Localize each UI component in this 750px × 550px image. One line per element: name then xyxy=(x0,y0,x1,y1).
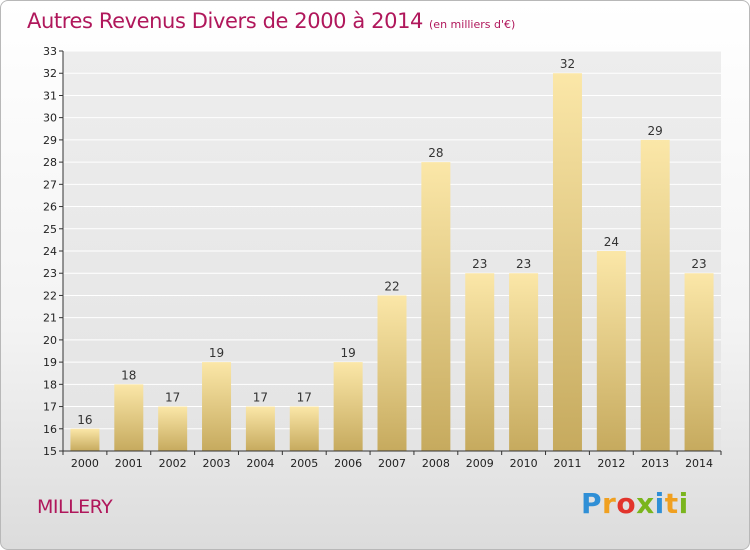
y-tick-label: 16 xyxy=(43,423,57,436)
x-axis-ticks: 2000 2001 2002 2003 2004 2005 2006 2007 2008 2009… xyxy=(62,451,722,470)
x-tick-label: 2004 xyxy=(246,457,274,470)
x-tick-label: 2009 xyxy=(466,457,494,470)
bar xyxy=(640,139,670,451)
logo-letter: r xyxy=(602,487,617,520)
value-label: 24 xyxy=(604,235,619,249)
value-label: 28 xyxy=(428,146,443,160)
y-tick-label: 28 xyxy=(43,156,57,169)
bar xyxy=(333,362,363,451)
y-tick-label: 18 xyxy=(43,378,57,391)
bar xyxy=(421,162,451,451)
x-tick-label: 2000 xyxy=(71,457,99,470)
x-tick-label: 2007 xyxy=(378,457,406,470)
bar xyxy=(509,273,539,451)
y-tick-label: 17 xyxy=(43,401,57,414)
value-label: 22 xyxy=(384,279,399,293)
logo-letter: o xyxy=(616,487,637,520)
bar xyxy=(684,273,714,451)
y-tick-label: 27 xyxy=(43,178,57,191)
x-tick-label: 2005 xyxy=(290,457,318,470)
bars xyxy=(70,73,714,451)
y-axis-ticks: 15 16 17 18 19 20 21 22 23 24 25 26 27 28 29 30 31 32 33 xyxy=(43,45,63,458)
bar xyxy=(114,384,144,451)
bar xyxy=(596,251,626,451)
value-label: 19 xyxy=(340,346,355,360)
x-tick-label: 2006 xyxy=(334,457,362,470)
y-tick-label: 31 xyxy=(43,89,57,102)
x-tick-label: 2003 xyxy=(203,457,231,470)
chart-subtitle: (en milliers d'€) xyxy=(429,18,516,31)
value-label: 17 xyxy=(297,391,312,405)
bar xyxy=(377,295,407,451)
logo-letter: t xyxy=(664,487,679,520)
logo-letter: P xyxy=(581,487,603,520)
bar xyxy=(245,406,275,451)
x-tick-label: 2011 xyxy=(553,457,581,470)
location-label: MILLERY xyxy=(37,496,113,518)
value-label: 23 xyxy=(472,257,487,271)
x-tick-label: 2013 xyxy=(641,457,669,470)
y-tick-label: 19 xyxy=(43,356,57,369)
y-tick-label: 21 xyxy=(43,312,57,325)
chart-title-text: Autres Revenus Divers de 2000 à 2014 xyxy=(27,9,424,33)
bar xyxy=(70,428,100,451)
value-label: 17 xyxy=(165,391,180,405)
value-label: 19 xyxy=(209,346,224,360)
logo-letter: x xyxy=(636,487,655,520)
bar xyxy=(552,73,582,451)
value-label: 32 xyxy=(560,57,575,71)
x-tick-label: 2014 xyxy=(685,457,713,470)
proxiti-logo[interactable]: Proxiti xyxy=(581,487,689,520)
bar xyxy=(465,273,495,451)
value-label: 16 xyxy=(77,413,92,427)
value-labels: 16 18 17 19 17 17 19 22 28 23 23 32 24 29 23 xyxy=(77,57,706,427)
value-label: 18 xyxy=(121,368,136,382)
chart-title: Autres Revenus Divers de 2000 à 2014 (en … xyxy=(27,9,515,33)
bar xyxy=(202,362,232,451)
logo-letter: i xyxy=(654,487,665,520)
y-tick-label: 24 xyxy=(43,245,57,258)
value-label: 17 xyxy=(253,391,268,405)
y-tick-label: 15 xyxy=(43,445,57,458)
bar xyxy=(158,406,188,451)
x-tick-label: 2002 xyxy=(159,457,187,470)
logo-letter: i xyxy=(678,487,689,520)
y-tick-label: 25 xyxy=(43,223,57,236)
y-tick-label: 23 xyxy=(43,267,57,280)
y-tick-label: 22 xyxy=(43,289,57,302)
y-tick-label: 30 xyxy=(43,112,57,125)
value-label: 23 xyxy=(691,257,706,271)
value-label: 29 xyxy=(648,124,663,138)
value-label: 23 xyxy=(516,257,531,271)
x-tick-label: 2001 xyxy=(115,457,143,470)
x-tick-label: 2010 xyxy=(510,457,538,470)
y-tick-label: 20 xyxy=(43,334,57,347)
x-tick-label: 2012 xyxy=(597,457,625,470)
y-tick-label: 32 xyxy=(43,67,57,80)
y-tick-label: 29 xyxy=(43,134,57,147)
bar xyxy=(289,406,319,451)
x-tick-label: 2008 xyxy=(422,457,450,470)
y-tick-label: 26 xyxy=(43,201,57,214)
y-tick-label: 33 xyxy=(43,45,57,58)
